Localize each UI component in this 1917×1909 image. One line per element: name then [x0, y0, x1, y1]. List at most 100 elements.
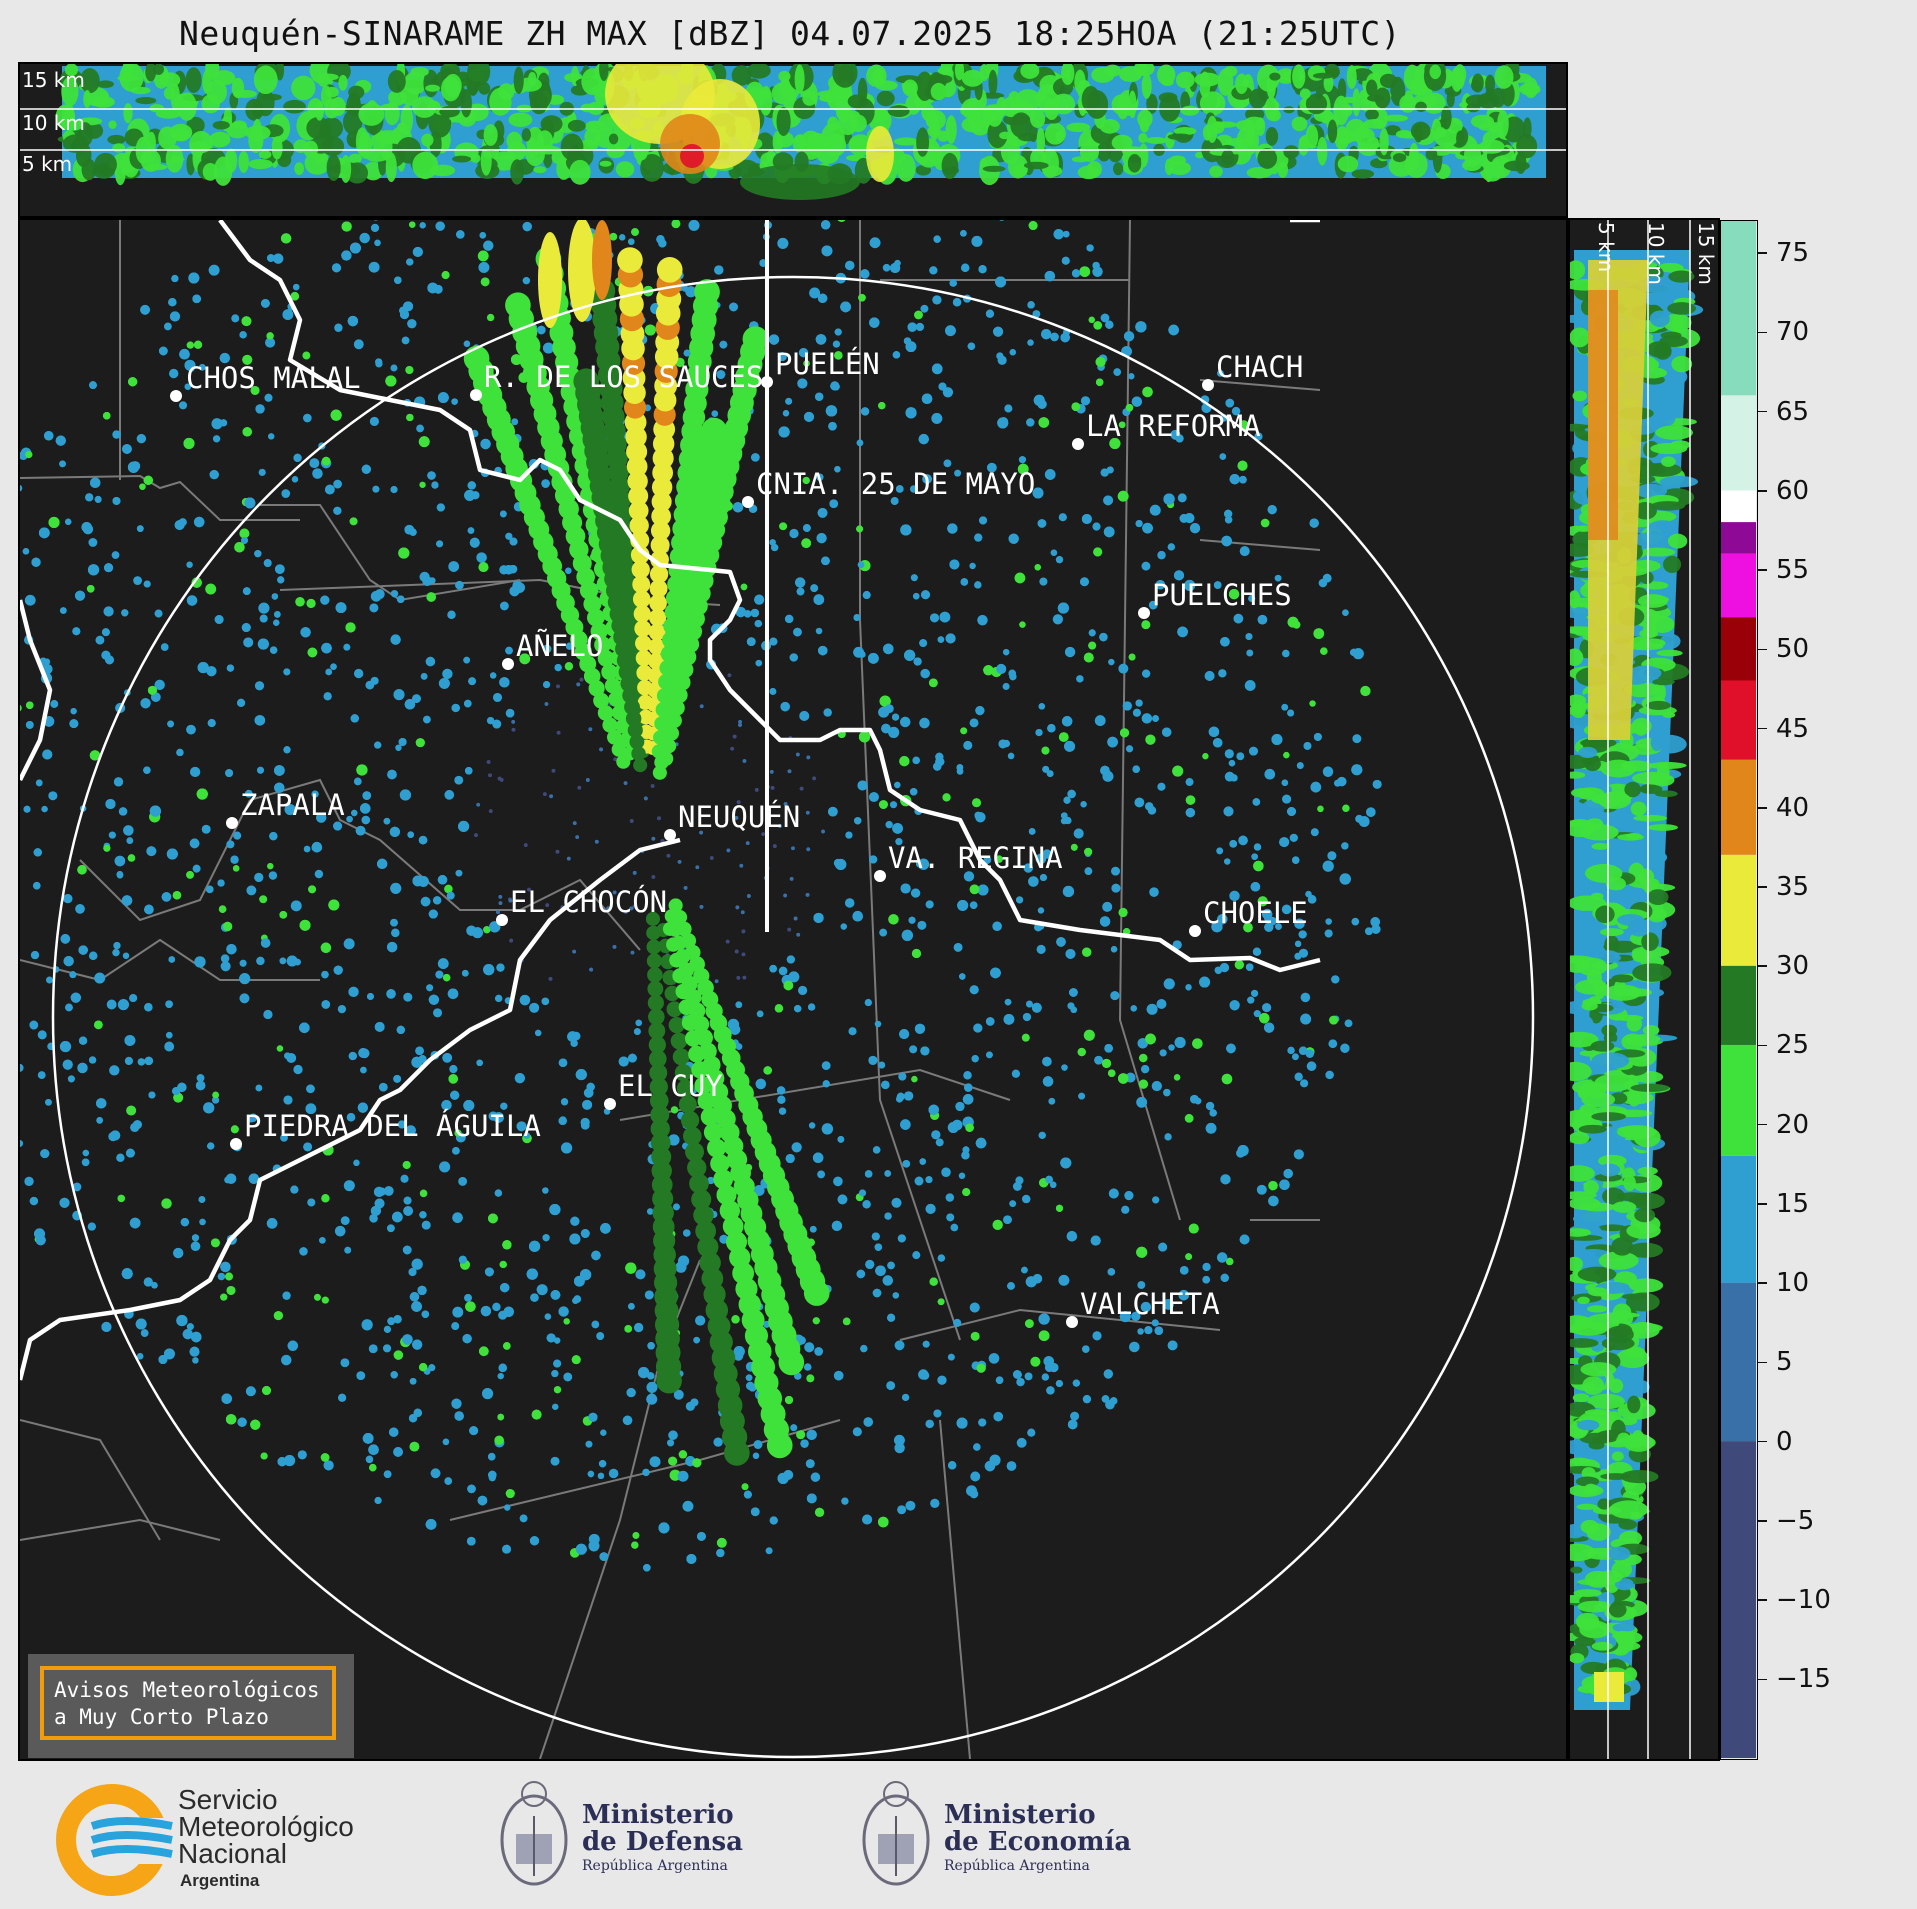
- echo-cell: [939, 611, 951, 623]
- echo-cell: [133, 576, 142, 585]
- echo-cell: [1062, 230, 1070, 238]
- echo-cell: [969, 562, 976, 570]
- echo-cell: [96, 1117, 104, 1124]
- top-echo-cell: [467, 64, 491, 87]
- top-echo-cell: [1299, 88, 1311, 99]
- echo-cell: [619, 234, 626, 241]
- top-echo-cell: [1081, 86, 1101, 113]
- echo-cell: [1296, 762, 1304, 770]
- echo-cell: [412, 246, 423, 257]
- echo-cell: [333, 479, 342, 489]
- echo-cell: [777, 1095, 786, 1104]
- echo-cell: [852, 910, 863, 922]
- echo-cell: [796, 932, 801, 937]
- echo-cell: [756, 1010, 764, 1018]
- echo-cell: [1184, 579, 1196, 591]
- echo-cell: [1294, 940, 1302, 948]
- radar-map[interactable]: CHOS MALAL R. DE LOS SAUCES PUELÉN CHACHLA …: [20, 220, 1566, 1759]
- echo-cell: [1167, 543, 1175, 551]
- top-echo-cell: [1246, 166, 1273, 179]
- echo-cell: [885, 821, 893, 829]
- echo-cell: [544, 702, 549, 706]
- echo-cell: [488, 1213, 498, 1224]
- echo-cell: [787, 927, 792, 932]
- top-echo-cell: [440, 76, 461, 102]
- echo-cell: [741, 1483, 749, 1491]
- echo-cell: [933, 235, 941, 243]
- top-echo-cell: [961, 69, 984, 87]
- echo-cell: [321, 970, 329, 979]
- echo-cell: [833, 1176, 843, 1187]
- echo-cell: [883, 643, 894, 655]
- echo-cell: [746, 637, 756, 646]
- echo-cell: [1102, 901, 1113, 912]
- echo-cell: [1313, 628, 1325, 639]
- echo-cell: [163, 1348, 175, 1360]
- echo-cell: [511, 719, 516, 724]
- echo-cell: [1163, 1088, 1171, 1097]
- echo-cell: [1088, 629, 1096, 637]
- echo-cell: [774, 1004, 784, 1013]
- top-echo-cell: [746, 64, 771, 79]
- radar-map-panel[interactable]: CHOS MALAL R. DE LOS SAUCES PUELÉN CHACH LA …: [18, 218, 1568, 1761]
- top-echo-cell: [776, 131, 794, 148]
- echo-cell: [165, 1000, 173, 1008]
- top-storm-core: [740, 164, 860, 200]
- echo-cell: [477, 250, 489, 262]
- echo-cell: [226, 1285, 236, 1295]
- echo-cell: [970, 1471, 981, 1482]
- echo-cell: [426, 984, 434, 992]
- echo-cell: [279, 957, 287, 965]
- echo-cell: [333, 821, 343, 831]
- echo-cell: [1298, 930, 1307, 939]
- echo-cell: [1132, 765, 1140, 773]
- echo-cell: [164, 1041, 175, 1052]
- top-echo-cell: [1429, 64, 1442, 80]
- top-echo-cell: [1265, 126, 1279, 146]
- echo-cell: [979, 516, 988, 525]
- echo-cell: [952, 298, 962, 307]
- echo-cell: [1364, 927, 1373, 936]
- echo-cell: [478, 261, 490, 273]
- echo-cell: [267, 863, 274, 870]
- top-echo-cell: [1283, 145, 1300, 159]
- echo-cell: [269, 646, 278, 654]
- echo-cell: [888, 914, 899, 925]
- echo-cell: [1014, 572, 1026, 584]
- echo-cell: [789, 528, 799, 539]
- echo-cell: [609, 232, 618, 241]
- top-echo-cell: [303, 140, 319, 158]
- echo-cell: [81, 1158, 90, 1167]
- echo-cell: [354, 777, 362, 786]
- top-echo-cell: [213, 156, 233, 186]
- echo-cell: [856, 439, 864, 447]
- echo-cell: [796, 1430, 806, 1440]
- echo-cell: [1268, 1180, 1278, 1191]
- echo-cell: [814, 1507, 825, 1517]
- echo-cell: [29, 1196, 39, 1206]
- echo-cell: [343, 938, 355, 950]
- top-echo-cell: [567, 119, 586, 132]
- echo-cell: [871, 1232, 880, 1241]
- echo-cell: [239, 959, 247, 967]
- echo-cell: [1189, 523, 1201, 534]
- echo-cell: [1073, 828, 1084, 839]
- echo-cell: [894, 1442, 905, 1454]
- echo-cell: [1342, 609, 1349, 616]
- echo-cell: [480, 1305, 492, 1317]
- echo-cell: [671, 220, 681, 229]
- echo-cell: [977, 884, 989, 896]
- echo-cell: [575, 1068, 587, 1081]
- echo-cell: [1239, 546, 1250, 557]
- echo-cell: [405, 366, 414, 375]
- top-echo-cell: [584, 120, 606, 133]
- echo-cell: [821, 1123, 833, 1135]
- echo-cell: [542, 1234, 550, 1242]
- echo-cell: [1205, 1122, 1217, 1134]
- echo-cell: [211, 418, 223, 430]
- top-echo-cell: [1477, 92, 1500, 109]
- top-echo-cell: [400, 104, 413, 135]
- top-echo-cell: [836, 109, 860, 120]
- echo-cell: [1117, 490, 1129, 502]
- top-alt-label-5km: 5 km: [22, 152, 73, 176]
